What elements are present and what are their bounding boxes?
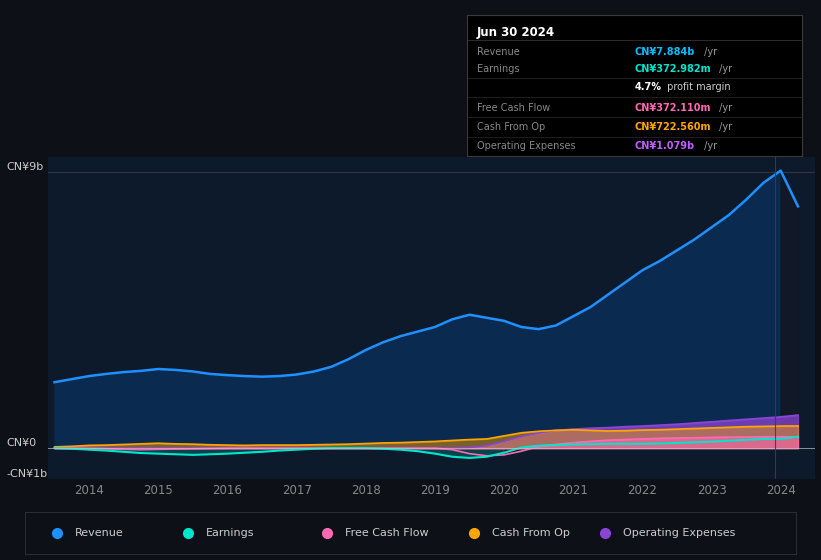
Text: CN¥722.560m: CN¥722.560m [635, 122, 711, 132]
Text: /yr: /yr [701, 46, 717, 57]
Text: Free Cash Flow: Free Cash Flow [477, 103, 550, 113]
Text: CN¥0: CN¥0 [7, 438, 37, 448]
Text: Operating Expenses: Operating Expenses [477, 142, 576, 151]
Text: /yr: /yr [716, 103, 732, 113]
Text: Operating Expenses: Operating Expenses [623, 529, 735, 538]
Text: Revenue: Revenue [477, 46, 520, 57]
Text: CN¥372.110m: CN¥372.110m [635, 103, 711, 113]
Text: profit margin: profit margin [664, 82, 731, 92]
Text: -CN¥1b: -CN¥1b [7, 469, 48, 479]
Text: Free Cash Flow: Free Cash Flow [345, 529, 429, 538]
Text: Revenue: Revenue [75, 529, 123, 538]
Text: /yr: /yr [701, 142, 717, 151]
Text: 4.7%: 4.7% [635, 82, 662, 92]
Text: CN¥1.079b: CN¥1.079b [635, 142, 695, 151]
Text: Earnings: Earnings [206, 529, 255, 538]
Text: /yr: /yr [716, 64, 732, 74]
Text: Cash From Op: Cash From Op [477, 122, 545, 132]
Text: CN¥7.884b: CN¥7.884b [635, 46, 695, 57]
Text: /yr: /yr [716, 122, 732, 132]
Text: CN¥372.982m: CN¥372.982m [635, 64, 711, 74]
Text: Earnings: Earnings [477, 64, 520, 74]
Text: Jun 30 2024: Jun 30 2024 [477, 26, 555, 39]
Text: Cash From Op: Cash From Op [492, 529, 570, 538]
Text: CN¥9b: CN¥9b [7, 162, 44, 172]
